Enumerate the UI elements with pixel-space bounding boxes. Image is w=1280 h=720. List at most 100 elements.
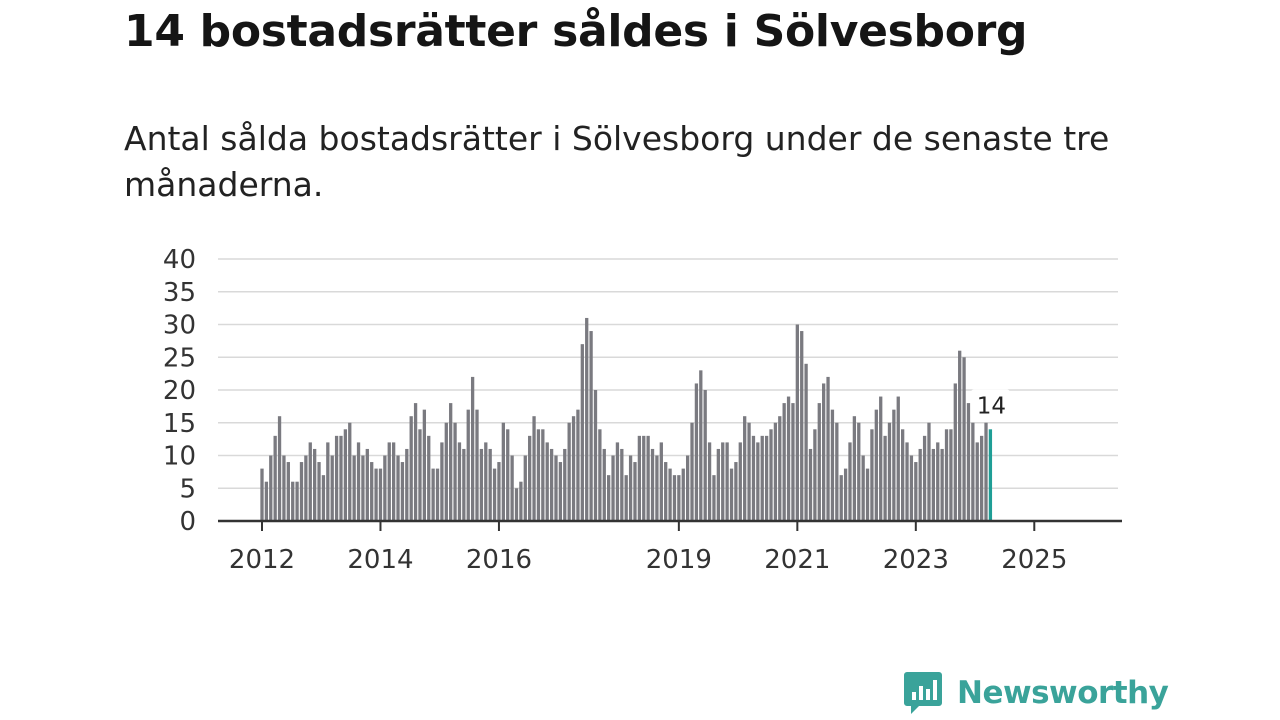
bar: [291, 481, 295, 521]
bar: [822, 383, 826, 521]
bar: [901, 429, 905, 521]
bar: [453, 422, 457, 521]
bar: [646, 435, 650, 521]
bar: [545, 442, 549, 521]
bar: [277, 416, 282, 521]
bar: [966, 403, 971, 521]
bar: [365, 448, 369, 521]
bar: [427, 435, 431, 521]
bar: [615, 442, 620, 521]
bar: [602, 448, 606, 521]
highlight-value-label: 14: [977, 393, 1006, 419]
bar: [909, 455, 914, 521]
bar: [826, 376, 830, 521]
bar: [879, 396, 883, 521]
x-tick-label: 2016: [466, 545, 532, 575]
bar: [927, 422, 931, 521]
bar: [672, 475, 677, 521]
bar: [488, 448, 492, 521]
bar: [848, 442, 852, 521]
bar: [339, 435, 343, 521]
bar: [321, 475, 326, 521]
x-tick-label: 2023: [883, 545, 949, 575]
bar: [756, 442, 760, 521]
bar: [659, 442, 663, 521]
bar: [514, 488, 519, 521]
bar: [400, 462, 405, 521]
bar: [317, 462, 321, 521]
bar: [624, 475, 628, 521]
bar: [326, 442, 330, 521]
bar: [743, 416, 747, 521]
bar: [800, 331, 804, 521]
bar: [523, 455, 527, 521]
bar: [971, 422, 975, 521]
brand-logo: Newsworthy: [903, 670, 1169, 716]
bar: [308, 442, 312, 521]
bar: [721, 442, 725, 521]
bar: [378, 468, 383, 521]
bar: [949, 429, 953, 521]
bar: [813, 429, 817, 521]
bar: [843, 468, 848, 521]
bar: [466, 409, 470, 521]
y-tick-label: 0: [179, 507, 196, 537]
bar: [264, 481, 269, 521]
bar: [457, 442, 462, 521]
brand-name: Newsworthy: [957, 675, 1169, 711]
bar: [475, 409, 479, 521]
bar: [528, 435, 532, 521]
bar: [628, 455, 633, 521]
bar: [852, 416, 857, 521]
bar: [905, 442, 909, 521]
bar: [510, 455, 514, 521]
bar: [343, 429, 348, 521]
bar: [348, 422, 352, 521]
bar: [922, 435, 927, 521]
bar: [580, 344, 584, 521]
bar: [870, 429, 874, 521]
bar: [808, 448, 813, 521]
x-tick-label: 2012: [229, 545, 295, 575]
bar: [958, 350, 962, 521]
y-tick-label: 35: [163, 278, 196, 308]
bar: [764, 435, 769, 521]
bar: [699, 370, 703, 521]
bar: [549, 448, 554, 521]
bar: [874, 409, 878, 521]
bar: [830, 409, 835, 521]
bar: [396, 455, 400, 521]
bar: [313, 448, 317, 521]
bar: [861, 455, 865, 521]
bar: [664, 462, 668, 521]
bar: [567, 422, 571, 521]
bar: [694, 383, 699, 521]
bar: [795, 324, 799, 521]
bar: [554, 455, 558, 521]
y-tick-label: 20: [163, 376, 196, 406]
bar: [299, 462, 304, 521]
bar: [462, 448, 466, 521]
bar: [440, 442, 444, 521]
bar: [725, 442, 729, 521]
bar: [918, 448, 922, 521]
bar: [633, 462, 637, 521]
bar: [734, 462, 738, 521]
page-title: 14 bostadsrätter såldes i Sölvesborg: [124, 6, 1028, 57]
bar: [975, 442, 979, 521]
bar: [931, 448, 936, 521]
bar: [839, 475, 843, 521]
bar: [269, 455, 273, 521]
chart-annotations: 14: [970, 389, 1011, 420]
bar: [681, 468, 685, 521]
bar: [497, 462, 501, 521]
bar: [470, 376, 475, 521]
bar: [356, 442, 361, 521]
bar: [418, 429, 422, 521]
bar: [492, 468, 497, 521]
bar: [782, 403, 786, 521]
bar: [896, 396, 900, 521]
bar: [282, 455, 286, 521]
